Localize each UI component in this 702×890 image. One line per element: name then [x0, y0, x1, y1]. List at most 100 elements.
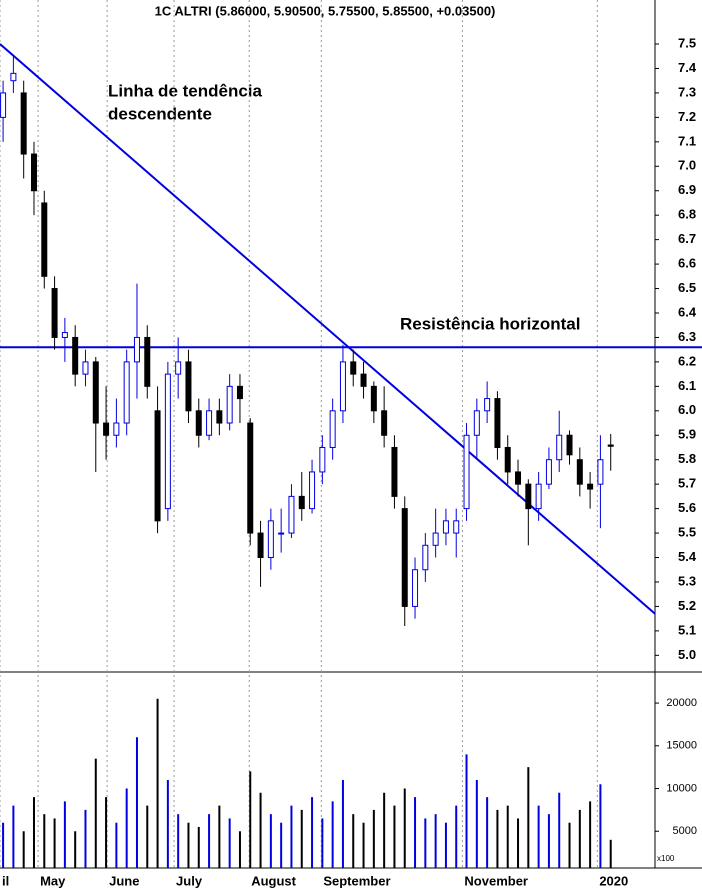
candle-body	[535, 483, 542, 510]
y-tick-label: 6.5	[678, 280, 696, 295]
y-tick-label: 6.4	[678, 304, 697, 319]
x-tick-label: September	[323, 873, 390, 888]
candle-body	[494, 398, 501, 448]
candle-body	[442, 520, 449, 534]
candle-body	[195, 410, 202, 436]
y-tick-label: 5.8	[678, 451, 696, 466]
candle-body	[298, 495, 305, 510]
candle-body	[10, 72, 17, 82]
candle-body	[515, 471, 522, 485]
y-tick-label: 5.6	[678, 500, 696, 515]
y-tick-label: 6.7	[678, 231, 696, 246]
candle-body	[20, 92, 27, 155]
volume-unit: x100	[657, 854, 675, 863]
annotation: descendente	[108, 104, 212, 123]
candle-body	[597, 459, 604, 485]
candle-body	[72, 336, 79, 375]
candle-body	[144, 336, 151, 387]
candle-body	[133, 336, 140, 363]
candle-body	[422, 544, 429, 571]
candle-body	[587, 483, 594, 490]
candle-body	[339, 361, 346, 412]
chart-title: 1C ALTRI (5.86000, 5.90500, 5.75500, 5.8…	[155, 3, 496, 18]
x-tick-label: November	[464, 873, 528, 888]
candle-body	[360, 373, 367, 387]
candle-body	[206, 410, 213, 436]
candle-body	[278, 532, 285, 535]
candle-body	[103, 422, 110, 436]
candle-body	[164, 373, 171, 510]
candle-body	[412, 569, 419, 607]
y-tick-label: 6.9	[678, 182, 696, 197]
candle-body	[453, 520, 460, 534]
x-tick-label: August	[251, 873, 296, 888]
y-tick-label: 5.7	[678, 476, 696, 491]
candle-body	[92, 361, 99, 424]
y-tick-label: 10000	[666, 782, 697, 794]
y-tick-label: 5000	[673, 825, 697, 837]
x-tick-label: May	[40, 873, 66, 888]
y-tick-label: 5.1	[678, 622, 696, 637]
candle-body	[381, 410, 388, 436]
candle-body	[236, 385, 243, 400]
y-tick-label: 7.3	[678, 84, 696, 99]
y-tick-label: 5.4	[678, 549, 697, 564]
candle-body	[391, 446, 398, 497]
candle-body	[175, 361, 182, 375]
y-tick-label: 6.0	[678, 402, 696, 417]
candle-body	[525, 483, 532, 510]
candle-body	[484, 398, 491, 412]
y-tick-label: 7.2	[678, 109, 696, 124]
annotation: Linha de tendência	[108, 81, 263, 100]
trend-line	[0, 43, 656, 615]
candle-body	[30, 153, 37, 192]
y-tick-label: 6.8	[678, 207, 696, 222]
candle-body	[473, 410, 480, 436]
y-tick-label: 6.3	[678, 329, 696, 344]
candle-body	[216, 410, 223, 424]
candle-body	[566, 434, 573, 456]
x-tick-label: June	[109, 873, 139, 888]
candle-body	[319, 446, 326, 473]
x-tick-label: July	[176, 873, 203, 888]
y-tick-label: 20000	[666, 697, 697, 709]
candle-body	[185, 361, 192, 412]
candle-body	[113, 422, 120, 436]
candle-body	[0, 92, 7, 118]
y-tick-label: 6.2	[678, 353, 696, 368]
candle-body	[504, 446, 511, 473]
candle-body	[401, 508, 408, 607]
y-tick-label: 5.5	[678, 525, 696, 540]
candle-body	[41, 202, 48, 277]
candle-body	[154, 410, 161, 522]
candle-body	[576, 459, 583, 485]
candle-body	[607, 444, 614, 447]
y-tick-label: 5.0	[678, 647, 696, 662]
candle-body	[463, 434, 470, 510]
x-tick-label: 2020	[599, 873, 628, 888]
candle-body	[123, 361, 130, 424]
candle-body	[350, 361, 357, 375]
y-tick-label: 7.0	[678, 158, 696, 173]
candle-body	[288, 495, 295, 534]
y-tick-label: 5.2	[678, 598, 696, 613]
annotation: Resistência horizontal	[400, 314, 580, 333]
candle-body	[257, 532, 264, 559]
candle-body	[432, 532, 439, 546]
candle-body	[309, 471, 316, 510]
y-tick-label: 5.9	[678, 427, 696, 442]
candle-body	[329, 410, 336, 448]
candle-body	[267, 520, 274, 559]
candle-body	[51, 288, 58, 338]
candle-body	[61, 332, 68, 338]
candle-body	[82, 361, 89, 375]
x-tick-label: il	[2, 873, 9, 888]
candle-body	[247, 422, 254, 534]
candle-body	[556, 434, 563, 461]
y-tick-label: 7.1	[678, 133, 696, 148]
y-tick-label: 7.5	[678, 35, 696, 50]
candle-body	[370, 385, 377, 412]
candle-body	[545, 459, 552, 485]
y-tick-label: 7.4	[678, 60, 697, 75]
